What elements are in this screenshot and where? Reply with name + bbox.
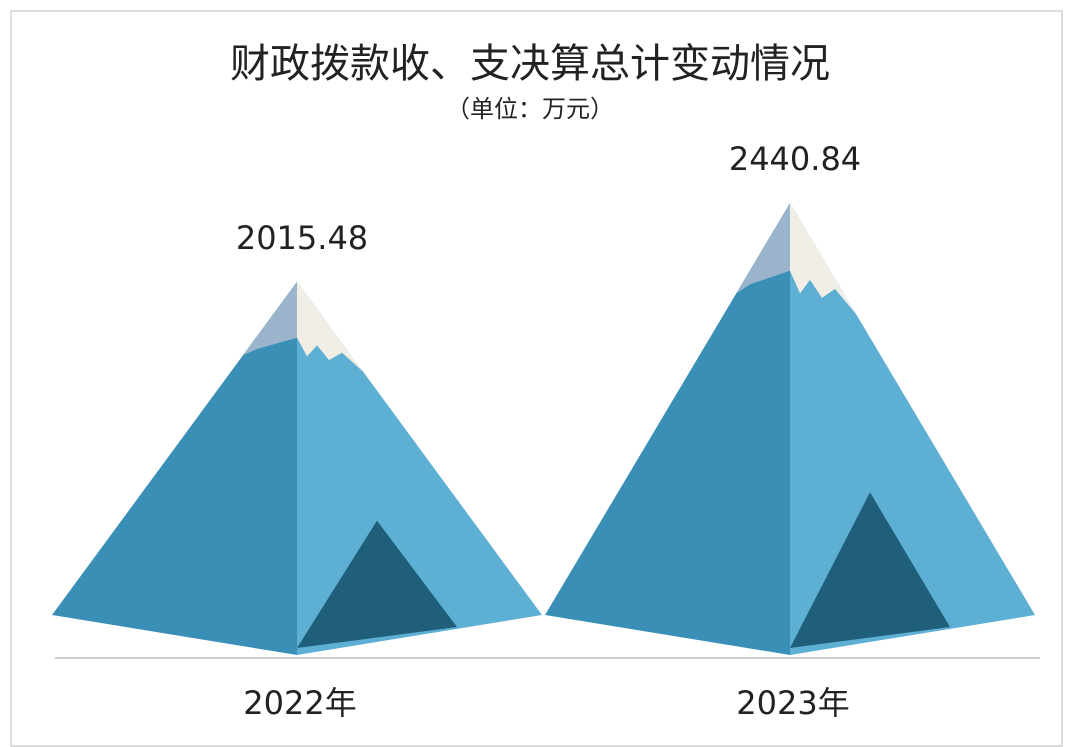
- mountain: [545, 203, 1035, 655]
- value-label: 2015.48: [236, 219, 368, 257]
- snow-left: [736, 203, 790, 294]
- snow-right: [297, 281, 364, 372]
- value-label: 2440.84: [729, 140, 861, 178]
- chart-title: 财政拨款收、支决算总计变动情况: [230, 41, 830, 87]
- mountain-left-face: [545, 203, 790, 655]
- snow-left: [243, 281, 297, 356]
- mountain-left-face: [52, 281, 297, 655]
- snow-right: [790, 203, 857, 315]
- x-tick-label: 2023年: [736, 684, 849, 722]
- mountain-shadow: [790, 492, 950, 648]
- chart-subtitle: （单位：万元）: [446, 95, 614, 123]
- mountain: [52, 281, 542, 655]
- x-tick-label: 2022年: [243, 684, 356, 722]
- mountain-shadow: [297, 520, 457, 648]
